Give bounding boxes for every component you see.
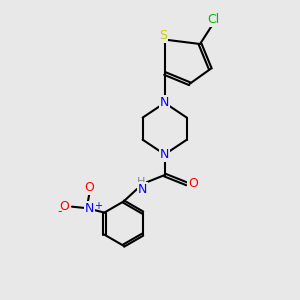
Text: O: O xyxy=(60,200,70,213)
Text: O: O xyxy=(85,181,94,194)
Text: O: O xyxy=(188,177,198,190)
Text: Cl: Cl xyxy=(207,14,219,26)
Text: +: + xyxy=(94,201,102,211)
Text: H: H xyxy=(137,177,146,188)
Text: N: N xyxy=(85,202,94,215)
Text: N: N xyxy=(138,183,147,196)
Text: S: S xyxy=(159,29,167,42)
Text: -: - xyxy=(57,206,62,218)
Text: N: N xyxy=(160,96,169,110)
Text: N: N xyxy=(160,148,169,161)
